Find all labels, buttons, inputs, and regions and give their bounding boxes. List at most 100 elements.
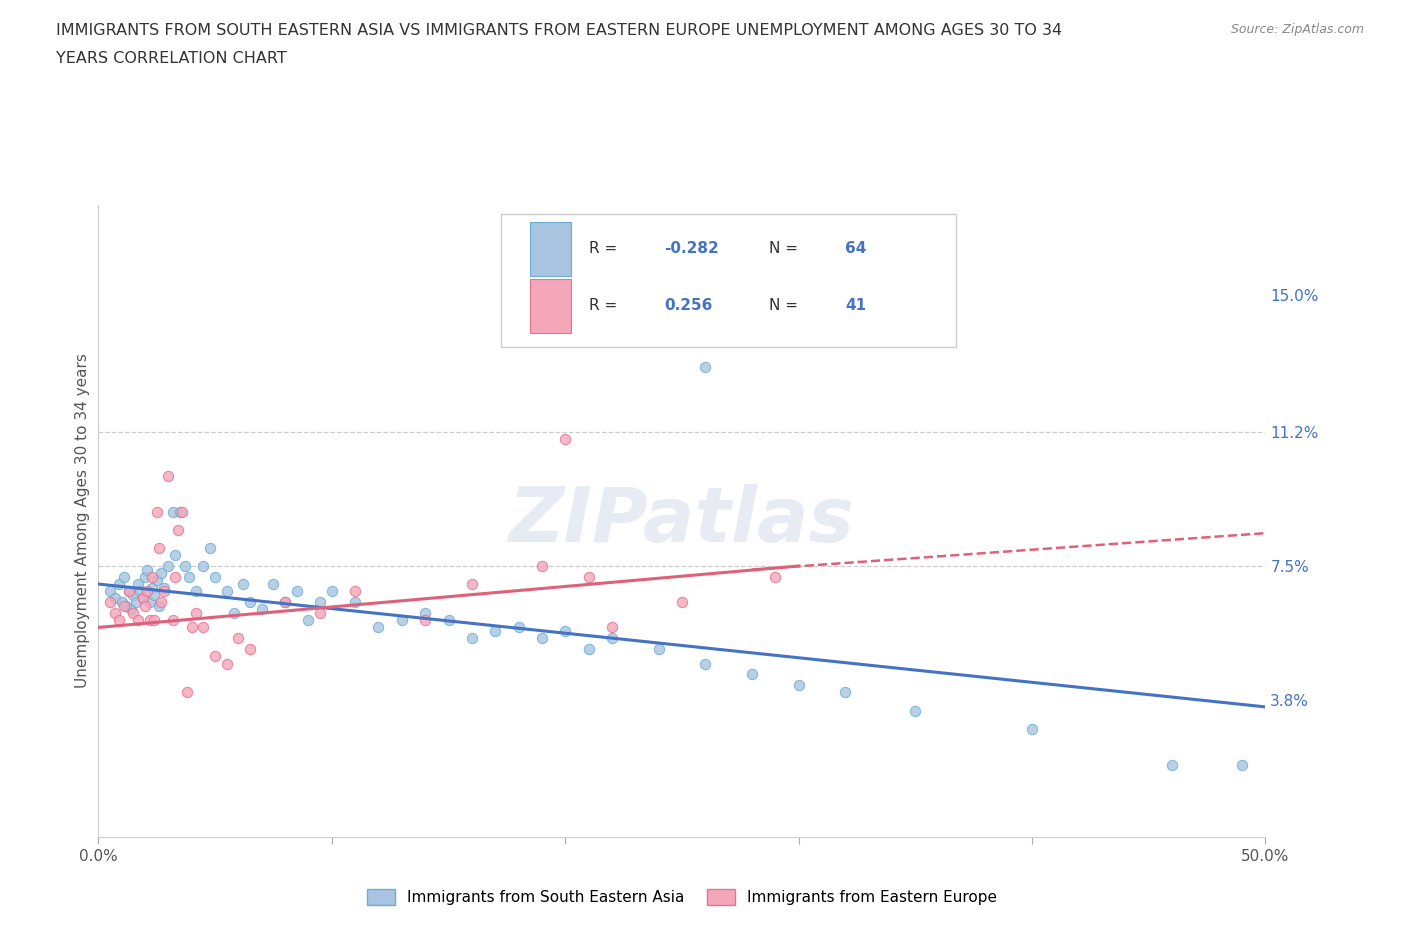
Point: [136, 562, 159, 577]
Point: [166, 523, 188, 538]
Point: [297, 613, 319, 628]
Point: [152, 580, 174, 595]
Point: [112, 598, 135, 613]
Text: R =: R =: [589, 299, 621, 313]
Point: [274, 594, 297, 609]
Point: [150, 594, 173, 609]
Point: [321, 584, 343, 599]
Point: [139, 594, 162, 609]
Text: 0.256: 0.256: [665, 299, 713, 313]
Text: R =: R =: [589, 242, 621, 257]
Point: [232, 577, 254, 591]
Point: [904, 703, 927, 718]
Point: [530, 631, 553, 645]
Point: [193, 620, 215, 635]
Text: YEARS CORRELATION CHART: YEARS CORRELATION CHART: [56, 51, 287, 66]
Point: [239, 642, 262, 657]
Point: [98, 594, 121, 609]
Point: [413, 605, 436, 620]
Point: [108, 577, 131, 591]
Point: [554, 432, 576, 447]
Point: [554, 624, 576, 639]
Point: [413, 613, 436, 628]
Point: [204, 649, 226, 664]
Point: [344, 594, 367, 609]
Point: [193, 559, 215, 574]
Point: [165, 548, 187, 563]
Point: [141, 569, 163, 584]
Point: [763, 569, 786, 584]
Text: N =: N =: [769, 242, 803, 257]
Point: [157, 468, 180, 483]
Point: [461, 577, 484, 591]
Point: [263, 577, 285, 591]
Point: [530, 559, 553, 574]
Point: [274, 594, 297, 609]
Point: [143, 588, 166, 603]
Point: [139, 613, 162, 628]
Point: [122, 588, 145, 603]
Point: [143, 613, 166, 628]
Point: [148, 598, 170, 613]
Text: ZIPatlas: ZIPatlas: [509, 484, 855, 558]
Point: [127, 613, 149, 628]
Point: [157, 559, 180, 574]
Point: [367, 620, 389, 635]
Legend: Immigrants from South Eastern Asia, Immigrants from Eastern Europe: Immigrants from South Eastern Asia, Immi…: [361, 884, 1002, 911]
Point: [146, 573, 169, 588]
Point: [600, 631, 623, 645]
Point: [118, 584, 141, 599]
Point: [165, 569, 187, 584]
Point: [111, 594, 134, 609]
Bar: [530, 279, 571, 333]
Point: [200, 540, 222, 555]
Point: [186, 584, 208, 599]
Point: [118, 584, 141, 599]
Point: [671, 594, 693, 609]
Text: IMMIGRANTS FROM SOUTH EASTERN ASIA VS IMMIGRANTS FROM EASTERN EUROPE UNEMPLOYMEN: IMMIGRANTS FROM SOUTH EASTERN ASIA VS IM…: [56, 23, 1063, 38]
Text: 64: 64: [845, 242, 866, 257]
FancyBboxPatch shape: [501, 214, 956, 347]
Point: [578, 569, 600, 584]
Point: [600, 620, 623, 635]
Point: [578, 642, 600, 657]
Point: [162, 613, 184, 628]
Point: [115, 598, 138, 613]
Text: -0.282: -0.282: [665, 242, 718, 257]
Point: [741, 667, 763, 682]
Point: [172, 504, 194, 519]
Point: [148, 540, 170, 555]
Point: [134, 598, 156, 613]
Point: [215, 584, 238, 599]
Point: [122, 605, 145, 620]
Point: [152, 584, 174, 599]
Y-axis label: Unemployment Among Ages 30 to 34 years: Unemployment Among Ages 30 to 34 years: [75, 353, 90, 688]
Point: [1021, 721, 1043, 736]
Point: [162, 504, 184, 519]
Point: [146, 504, 169, 519]
Point: [309, 605, 332, 620]
Bar: [530, 222, 571, 276]
Point: [127, 577, 149, 591]
Point: [228, 631, 250, 645]
Text: N =: N =: [769, 299, 803, 313]
Point: [104, 605, 127, 620]
Point: [136, 584, 159, 599]
Point: [215, 656, 238, 671]
Point: [484, 624, 506, 639]
Point: [141, 580, 163, 595]
Point: [132, 591, 155, 606]
Point: [125, 594, 148, 609]
Point: [309, 594, 332, 609]
Point: [391, 613, 413, 628]
Point: [104, 591, 127, 606]
Point: [134, 569, 156, 584]
Point: [179, 569, 201, 584]
Point: [112, 569, 135, 584]
Point: [222, 605, 245, 620]
Point: [173, 559, 195, 574]
Point: [204, 569, 226, 584]
Point: [98, 584, 121, 599]
Point: [129, 584, 152, 599]
Point: [695, 656, 717, 671]
